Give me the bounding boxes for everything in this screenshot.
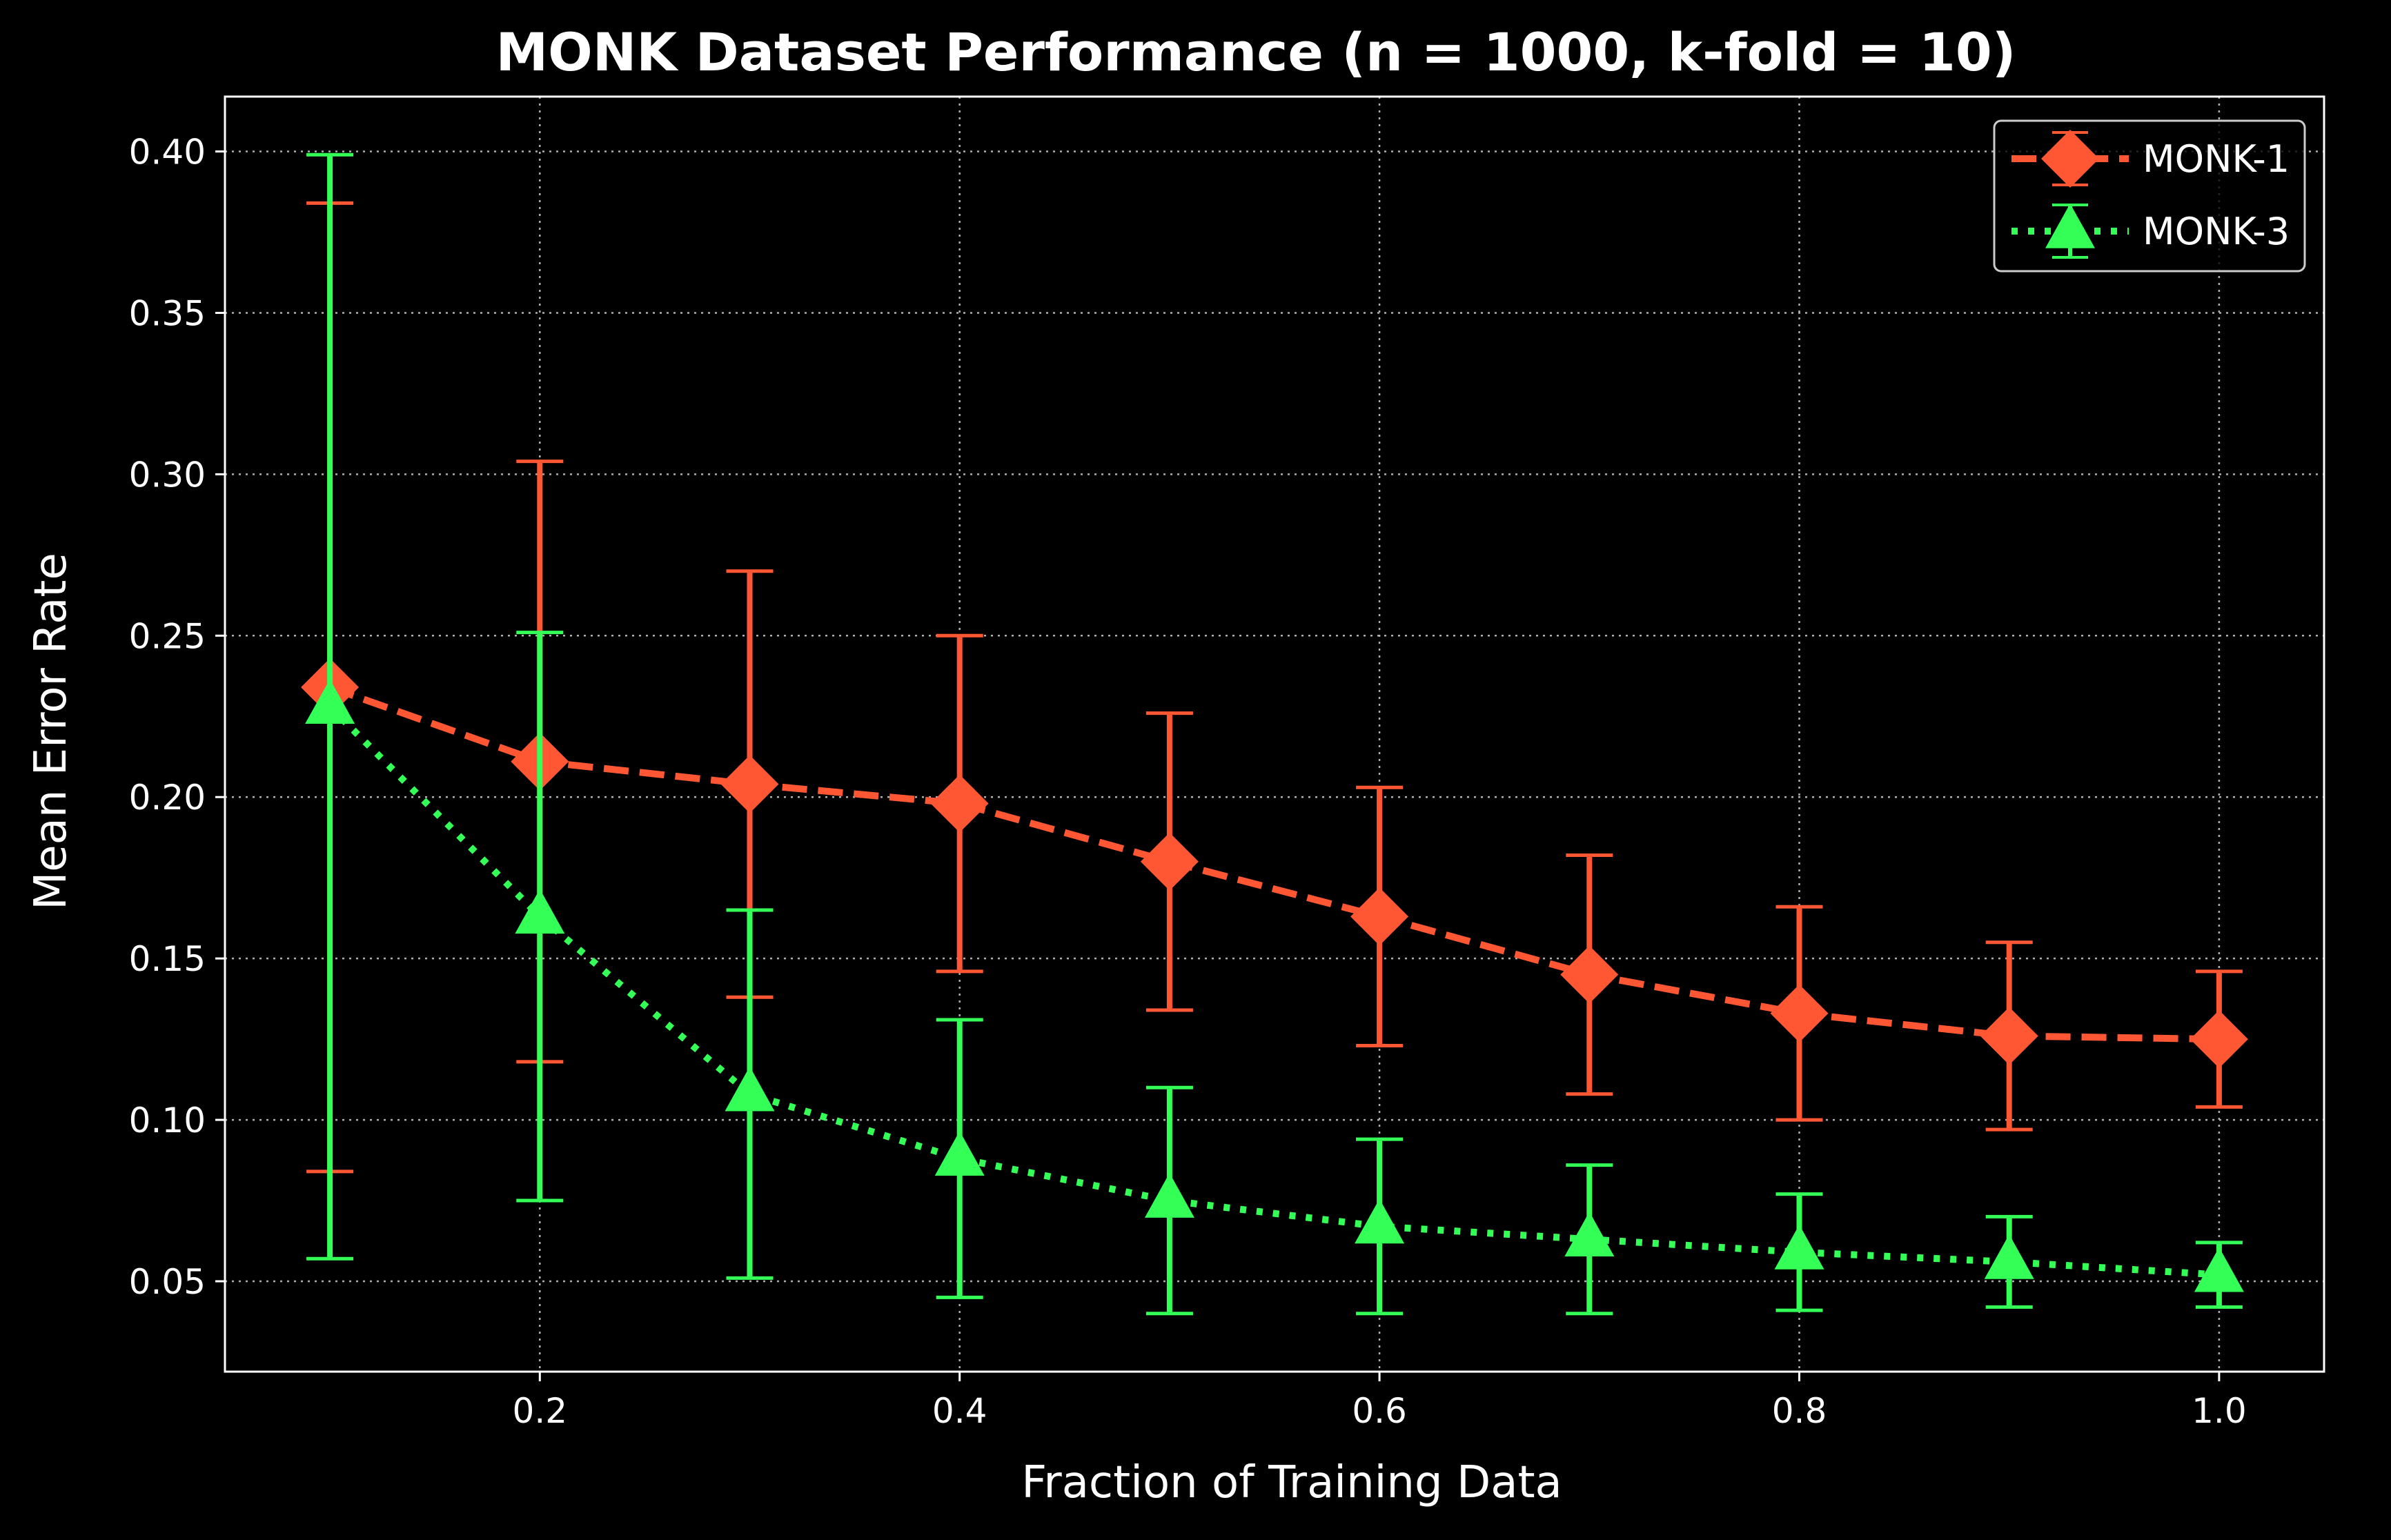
- y-axis-title: Mean Error Rate: [26, 553, 77, 910]
- data-point: [2194, 1247, 2244, 1292]
- y-tick-label: 0.15: [129, 939, 206, 979]
- data-point: [725, 1066, 775, 1112]
- data-point: [1140, 832, 1199, 891]
- y-tick-label: 0.10: [129, 1100, 206, 1141]
- y-tick-label: 0.40: [129, 132, 206, 172]
- plot-frame: [224, 95, 2325, 1373]
- data-point: [1984, 1234, 2034, 1279]
- legend-marker: [2041, 130, 2099, 188]
- x-tick-label: 0.4: [932, 1391, 987, 1431]
- x-tick-label: 1.0: [2192, 1391, 2247, 1431]
- y-tick-label: 0.25: [129, 616, 206, 656]
- x-tick-label: 0.8: [1772, 1391, 1827, 1431]
- y-tick-label: 0.30: [129, 455, 206, 495]
- data-point: [1770, 984, 1829, 1043]
- x-tick-label: 0.2: [513, 1391, 568, 1431]
- data-point: [2190, 1010, 2248, 1069]
- y-tick-label: 0.35: [129, 293, 206, 333]
- data-point: [1355, 1198, 1405, 1244]
- y-tick-label: 0.05: [129, 1262, 206, 1302]
- data-point: [930, 774, 989, 833]
- data-point: [1560, 945, 1619, 1004]
- chart-title: MONK Dataset Performance (n = 1000, k-fo…: [495, 21, 2016, 83]
- axis-ticks: 0.2 0.4 0.6 0.8 1.0 0.05 0.10 0.15 0.20 0.25 0.30 0…: [129, 132, 2247, 1431]
- data-point: [720, 755, 779, 813]
- x-axis-title: Fraction of Training Data: [1021, 1457, 1562, 1508]
- x-tick-label: 0.6: [1352, 1391, 1407, 1431]
- data-point: [305, 679, 355, 724]
- data-point: [1144, 1173, 1194, 1218]
- series-monk-3: [305, 152, 2244, 1316]
- data-point: [934, 1131, 985, 1176]
- legend-marker: [2045, 204, 2095, 248]
- data-point: [515, 889, 565, 934]
- series-line: [328, 684, 2219, 1043]
- data-point: [1564, 1212, 1615, 1256]
- data-point: [1980, 1007, 2038, 1065]
- data-point: [1350, 887, 1409, 946]
- legend-label: MONK-1: [2143, 137, 2290, 181]
- series-layer: [301, 152, 2248, 1316]
- series-line: [327, 704, 2220, 1279]
- data-point: [1774, 1224, 1824, 1270]
- legend: MONK-1 MONK-3: [1993, 119, 2306, 273]
- legend-label: MONK-3: [2143, 210, 2290, 253]
- y-tick-label: 0.20: [129, 778, 206, 818]
